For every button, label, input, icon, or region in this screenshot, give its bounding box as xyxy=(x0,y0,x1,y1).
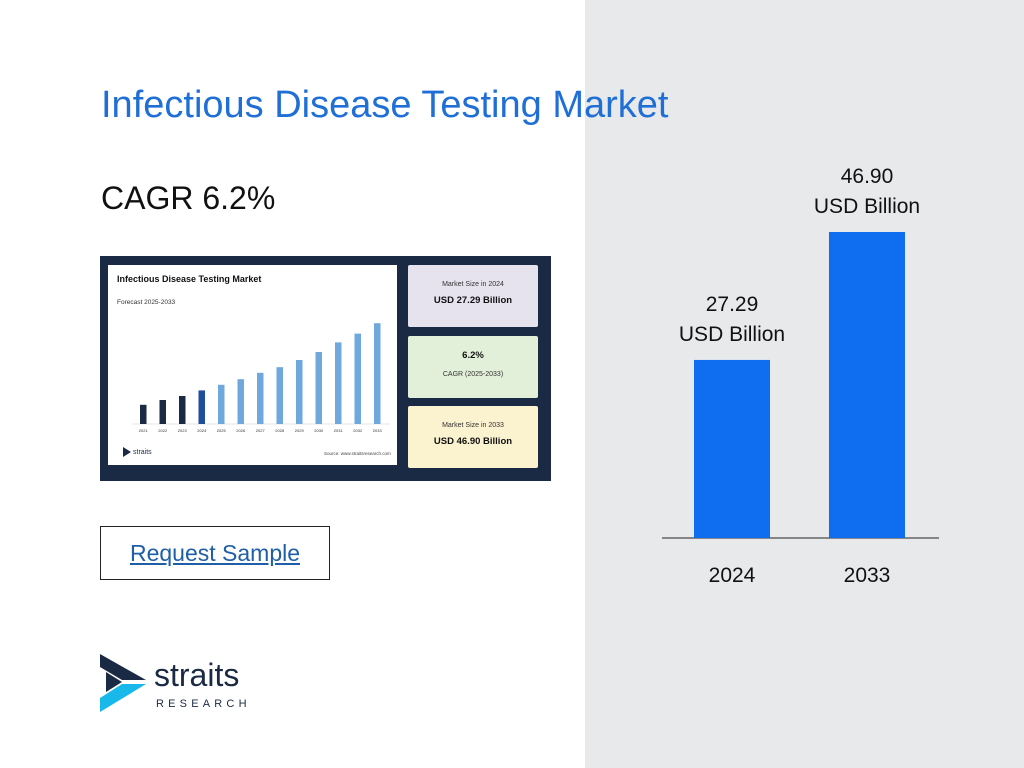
data-label-unit-2033: USD Billion xyxy=(814,195,920,218)
data-label-unit-2024: USD Billion xyxy=(679,323,785,346)
thumbnail-chart-card: 2021 2022 2023 2024 2025 2026 2027 2028 2029 2030… xyxy=(108,265,397,465)
request-sample-button[interactable]: Request Sample xyxy=(100,526,330,580)
thumbnail-x-tick-2031: 2031 xyxy=(334,428,344,433)
thumbnail-subtitle: Forecast 2025-2033 xyxy=(117,299,176,306)
thumbnail-logo-icon xyxy=(123,447,131,457)
thumbnail-source: Source: www.straitsresearch.com xyxy=(324,451,391,456)
thumbnail-bar-2023 xyxy=(179,396,186,424)
thumbnail-logo-text: straits xyxy=(133,448,152,456)
thumbnail-x-tick-2023: 2023 xyxy=(178,428,188,433)
logo-subtext: RESEARCH xyxy=(156,698,251,710)
x-tick-2024: 2024 xyxy=(709,564,756,587)
thumbnail-bar-2030 xyxy=(315,352,322,424)
stat-box-2033: Market Size in 2033 USD 46.90 Billion xyxy=(408,406,538,468)
thumbnail-bar-2029 xyxy=(296,360,303,424)
thumbnail-bar-2021 xyxy=(140,404,147,424)
thumbnail-x-tick-2029: 2029 xyxy=(295,428,305,433)
thumbnail-x-tick-2025: 2025 xyxy=(217,428,227,433)
thumbnail-x-tick-2027: 2027 xyxy=(256,428,266,433)
stat-box-2033-label: Market Size in 2033 xyxy=(442,422,504,429)
market-size-chart: 27.29 USD Billion 2024 46.90 USD Billion 2033 xyxy=(662,165,939,587)
thumbnail-logo: straits xyxy=(123,447,152,457)
bar-2024 xyxy=(694,359,770,538)
cagr-label: CAGR 6.2% xyxy=(101,180,276,216)
thumbnail-chart: 2021 2022 2023 2024 2025 2026 2027 2028 2029 2030… xyxy=(132,323,390,433)
thumbnail-bar-2028 xyxy=(276,367,283,424)
stat-box-cagr-value: 6.2% xyxy=(462,350,484,361)
thumbnail-bar-2025 xyxy=(218,384,225,424)
thumbnail-bar-2027 xyxy=(257,372,264,424)
thumbnail-x-tick-2022: 2022 xyxy=(158,428,168,433)
stat-box-cagr-label: CAGR (2025-2033) xyxy=(442,371,504,378)
thumbnail-x-tick-2033: 2033 xyxy=(373,428,383,433)
thumbnail-title: Infectious Disease Testing Market xyxy=(117,274,262,284)
straits-logo: straits RESEARCH xyxy=(100,654,270,716)
straits-logo-icon xyxy=(100,654,146,712)
market-thumbnail: 2021 2022 2023 2024 2025 2026 2027 2028 2029 2030… xyxy=(100,256,551,481)
thumbnail-bar-2022 xyxy=(159,400,166,424)
thumbnail-x-tick-2024: 2024 xyxy=(197,428,207,433)
page-title: Infectious Disease Testing Market xyxy=(101,84,669,126)
thumbnail-x-tick-2030: 2030 xyxy=(314,428,324,433)
stat-box-2024-label: Market Size in 2024 xyxy=(442,281,504,288)
thumbnail-bar-2032 xyxy=(354,333,361,424)
thumbnail-bar-2033 xyxy=(374,323,381,424)
bar-2033 xyxy=(829,232,905,538)
right-panel xyxy=(585,0,1024,768)
thumbnail-x-tick-2028: 2028 xyxy=(275,428,285,433)
stat-box-cagr: 6.2% CAGR (2025-2033) xyxy=(408,336,538,398)
logo-wordmark: straits xyxy=(154,657,240,693)
data-label-value-2033: 46.90 xyxy=(841,165,894,188)
thumbnail-x-tick-2026: 2026 xyxy=(236,428,246,433)
thumbnail-x-tick-2021: 2021 xyxy=(139,428,149,433)
thumbnail-bar-2031 xyxy=(335,342,342,424)
thumbnail-x-tick-2032: 2032 xyxy=(353,428,363,433)
x-tick-2033: 2033 xyxy=(844,564,891,587)
request-sample-link[interactable]: Request Sample xyxy=(129,539,301,566)
stat-box-2024: Market Size in 2024 USD 27.29 Billion xyxy=(408,265,538,327)
stat-box-2033-value: USD 46.90 Billion xyxy=(433,436,513,447)
data-label-value-2024: 27.29 xyxy=(706,293,759,316)
stat-box-2024-value: USD 27.29 Billion xyxy=(433,295,513,306)
thumbnail-bar-2026 xyxy=(237,379,244,424)
thumbnail-bar-2024 xyxy=(198,390,205,424)
